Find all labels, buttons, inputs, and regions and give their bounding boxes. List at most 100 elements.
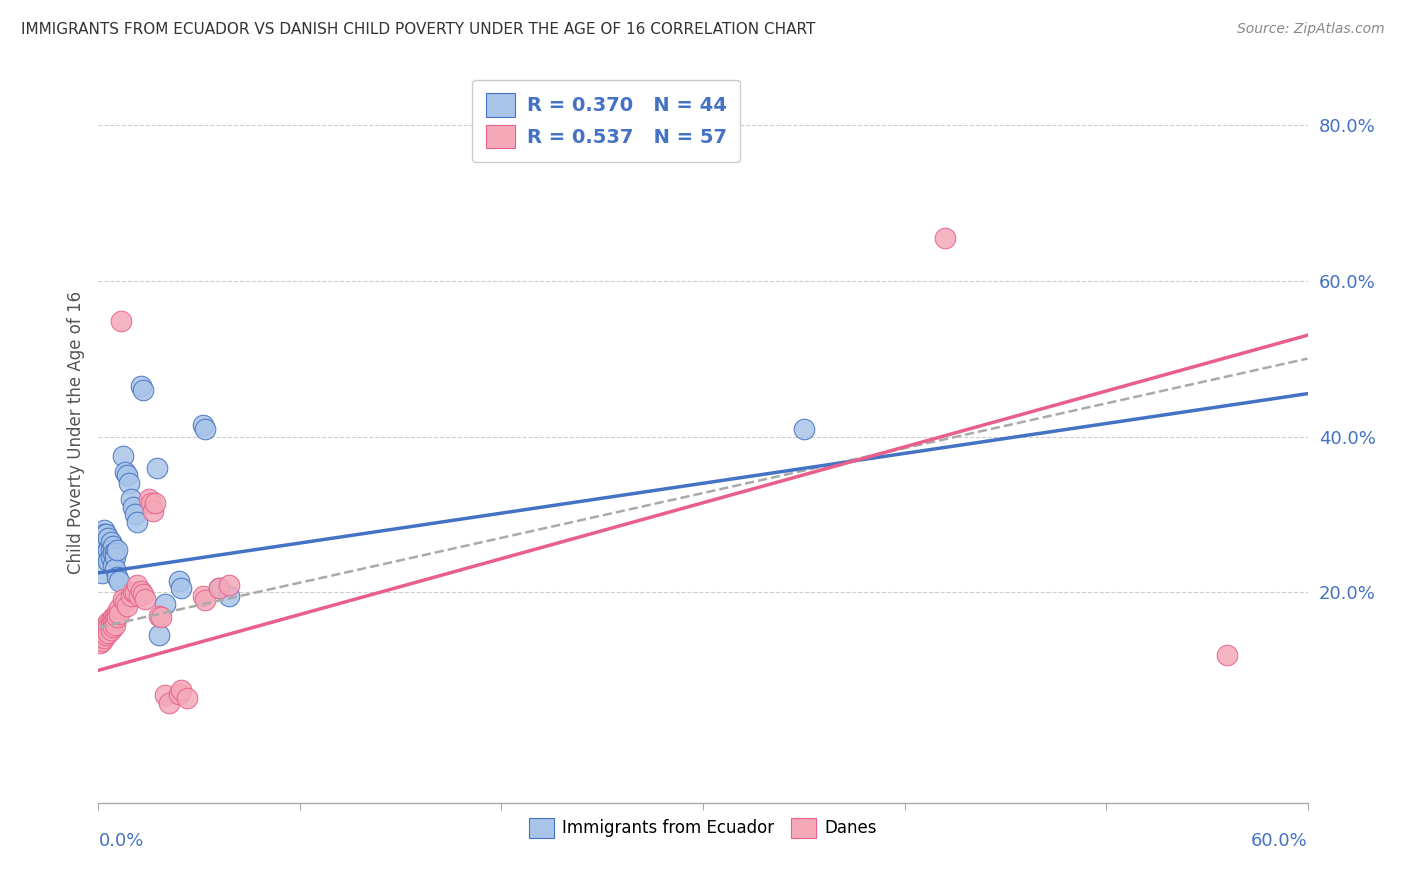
Point [107,574,129,588]
Point [143,496,166,510]
Point [105,542,128,557]
Point [120,491,142,506]
Point [91,626,114,640]
Point [97,554,120,568]
Point [101,546,124,560]
Point [89,632,111,647]
Point [107,601,129,615]
Point [97,531,120,545]
Point [218,577,240,591]
Point [103,550,125,565]
Point [132,587,155,601]
Point [134,591,156,606]
Point [115,468,138,483]
Point [96,527,118,541]
Point [115,599,138,614]
Point [101,558,124,573]
Point [125,577,148,591]
Point [111,449,134,463]
Point [170,582,193,596]
Point [124,585,146,599]
Point [153,597,176,611]
Point [100,613,122,627]
Point [148,608,170,623]
Point [91,630,114,644]
Point [101,620,124,634]
Point [97,620,120,634]
Point [97,615,120,629]
Point [107,607,129,622]
Point [118,476,141,491]
Point [114,465,136,479]
Point [167,687,190,701]
Point [93,631,115,645]
Point [93,620,115,634]
Point [101,539,124,553]
Point [103,608,125,623]
Point [194,422,217,436]
Point [91,633,114,648]
Point [1216,648,1239,662]
Point [103,618,125,632]
Point [125,515,148,529]
Point [124,508,146,522]
Point [934,231,956,245]
Point [96,539,118,553]
Point [97,542,120,557]
Point [93,539,115,553]
Point [93,626,115,640]
Point [138,491,160,506]
Point [110,314,132,328]
Point [100,542,122,557]
Point [121,585,143,599]
Point [100,623,122,637]
Point [93,523,115,537]
Point [103,546,125,560]
Point [142,503,165,517]
Point [111,591,134,606]
Point [101,615,124,629]
Point [91,566,114,580]
Point [193,589,215,603]
Point [148,628,170,642]
Point [89,636,111,650]
Point [149,610,172,624]
Text: 0.0%: 0.0% [98,832,143,850]
Point [100,550,122,565]
Point [100,534,122,549]
Point [132,383,155,397]
Point [129,379,152,393]
Point [194,593,217,607]
Point [129,583,152,598]
Point [193,417,215,432]
Point [103,613,125,627]
Point [170,682,193,697]
Point [89,534,111,549]
Y-axis label: Child Poverty Under the Age of 16: Child Poverty Under the Age of 16 [66,291,84,574]
Point [153,688,176,702]
Text: Source: ZipAtlas.com: Source: ZipAtlas.com [1237,22,1385,37]
Point [176,690,198,705]
Point [121,500,143,514]
Point [91,550,114,565]
Point [208,582,231,596]
Point [96,618,118,632]
Point [157,696,180,710]
Point [218,589,240,603]
Point [146,460,169,475]
Point [101,610,124,624]
Point [96,628,118,642]
Point [114,595,136,609]
Point [96,546,118,560]
Point [139,496,162,510]
Point [96,624,118,639]
Point [105,610,128,624]
Point [167,574,190,588]
Point [120,589,142,603]
Point [208,582,231,596]
Point [793,422,815,436]
Point [93,527,115,541]
Point [100,618,122,632]
Legend: Immigrants from Ecuador, Danes: Immigrants from Ecuador, Danes [520,809,886,847]
Point [97,626,120,640]
